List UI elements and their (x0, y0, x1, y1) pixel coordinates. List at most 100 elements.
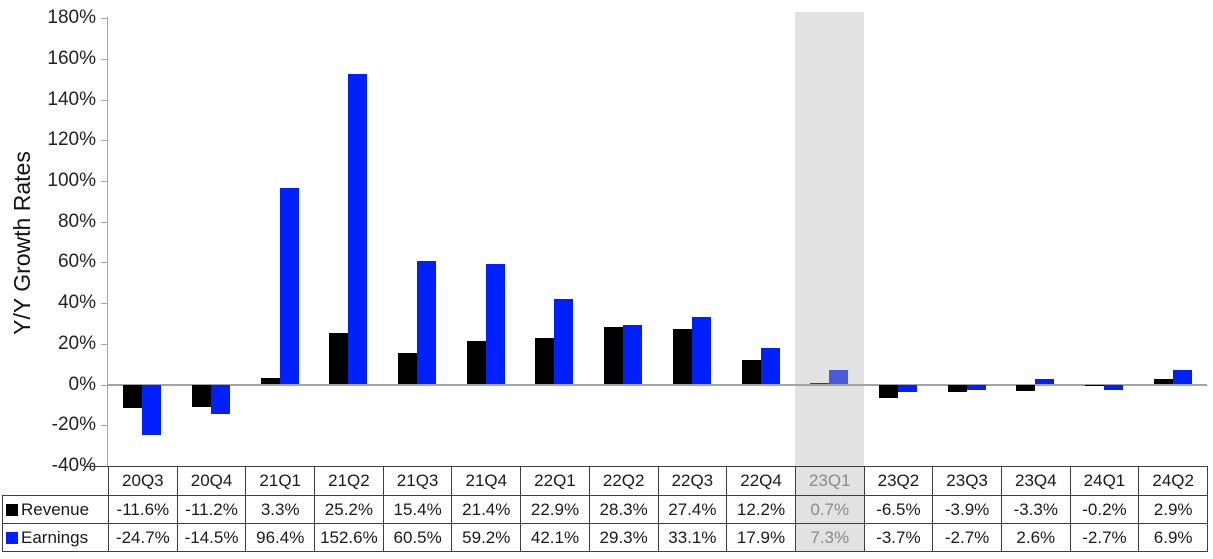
earnings-cell-21Q4: 59.2% (451, 523, 522, 552)
earnings-cell-24Q1: -2.7% (1069, 523, 1140, 552)
quarter-header-21Q4: 21Q4 (451, 466, 522, 496)
y-tick-mark (101, 181, 108, 182)
y-tick-label: 100% (47, 170, 96, 191)
revenue-cell-21Q3: 15.4% (382, 495, 453, 524)
y-tick-mark (101, 262, 108, 264)
bar-revenue-20Q4 (192, 384, 212, 408)
y-tick-mark (101, 221, 108, 223)
quarter-header-23Q2: 23Q2 (863, 466, 934, 496)
y-tick-label: 160% (47, 47, 96, 69)
earnings-cell-21Q3: 60.5% (382, 523, 453, 552)
bar-earnings-24Q2 (1172, 370, 1192, 385)
earnings-cell-23Q1: 7.3% (794, 523, 865, 552)
earnings-cell-20Q4: -14.5% (176, 523, 247, 552)
y-tick-mark (101, 18, 108, 20)
y-tick-mark (101, 343, 108, 345)
revenue-cell-24Q2: 2.9% (1138, 495, 1208, 524)
bar-revenue-23Q3 (947, 384, 967, 393)
revenue-cell-20Q4: -11.2% (176, 495, 247, 524)
revenue-cell-23Q3: -3.9% (932, 495, 1002, 524)
bar-earnings-21Q2 (348, 73, 368, 385)
bar-earnings-23Q4 (1035, 379, 1055, 385)
bar-earnings-21Q1 (279, 188, 299, 385)
bar-earnings-22Q2 (623, 324, 643, 385)
revenue-cell-20Q3: -11.6% (108, 495, 178, 524)
earnings-legend-swatch (6, 531, 18, 544)
revenue-cell-21Q4: 21.4% (451, 495, 522, 524)
y-tick-mark (101, 303, 108, 305)
quarter-header-21Q3: 21Q3 (382, 466, 453, 496)
earnings-cell-23Q2: -3.7% (863, 523, 934, 552)
y-tick-label: 120% (47, 129, 96, 151)
bar-revenue-21Q4 (466, 340, 486, 385)
bar-revenue-23Q2 (878, 384, 898, 398)
y-tick-label: -40% (51, 454, 96, 476)
y-tick-mark (101, 58, 108, 60)
revenue-cell-23Q2: -6.5% (863, 495, 934, 524)
bar-earnings-22Q1 (554, 298, 574, 385)
revenue-cell-23Q4: -3.3% (1000, 495, 1071, 524)
quarter-header-24Q2: 24Q2 (1138, 466, 1208, 496)
table-corner-blank (3, 467, 109, 496)
revenue-cell-24Q1: -0.2% (1069, 495, 1140, 524)
bar-revenue-24Q2 (1153, 378, 1173, 385)
y-tick-label: 40% (57, 292, 96, 314)
y-tick-label: 180% (47, 7, 96, 29)
earnings-cell-22Q3: 33.1% (657, 523, 728, 552)
earnings-legend-label: Earnings (21, 527, 89, 547)
y-tick-mark (101, 425, 108, 427)
earnings-cell-21Q2: 152.6% (314, 523, 384, 552)
revenue-cell-23Q1: 0.7% (794, 495, 865, 524)
quarter-header-20Q4: 20Q4 (176, 466, 247, 496)
revenue-cell-22Q3: 27.4% (657, 495, 728, 524)
bar-revenue-22Q4 (741, 359, 761, 385)
revenue-cell-21Q2: 25.2% (314, 495, 384, 524)
earnings-cell-21Q1: 96.4% (245, 523, 316, 552)
revenue-cell-22Q1: 22.9% (520, 495, 590, 524)
highlight-band-23Q1 (794, 12, 864, 552)
y-tick-label: 140% (47, 88, 96, 110)
bar-earnings-20Q4 (211, 384, 231, 414)
zero-axis-line (108, 383, 1207, 386)
bar-earnings-24Q1 (1103, 384, 1123, 390)
quarter-header-23Q4: 23Q4 (1000, 466, 1071, 496)
earnings-cell-24Q2: 6.9% (1138, 523, 1208, 552)
bar-revenue-22Q2 (604, 326, 624, 385)
bar-earnings-21Q3 (417, 261, 437, 385)
bar-earnings-21Q4 (485, 264, 505, 385)
quarter-header-20Q3: 20Q3 (108, 466, 178, 496)
y-tick-mark (101, 99, 108, 101)
bar-revenue-22Q3 (672, 328, 692, 385)
y-axis-line (107, 17, 108, 467)
bar-revenue-21Q3 (398, 353, 418, 385)
y-tick-mark (101, 384, 108, 386)
bar-earnings-22Q4 (760, 348, 780, 385)
bar-earnings-22Q3 (691, 317, 711, 385)
bar-earnings-23Q2 (897, 384, 917, 393)
y-tick-mark (101, 140, 108, 142)
quarter-header-21Q1: 21Q1 (245, 466, 316, 496)
bar-revenue-24Q1 (1084, 384, 1104, 386)
data-table: 20Q3 20Q4 21Q1 21Q2 21Q3 21Q4 22Q1 22Q2 22Q3 22Q4… (2, 466, 1208, 552)
y-tick-label: 20% (57, 332, 96, 354)
earnings-cell-22Q4: 17.9% (726, 523, 796, 552)
bar-revenue-21Q1 (260, 377, 280, 385)
bar-earnings-23Q3 (966, 384, 986, 390)
revenue-cell-22Q4: 12.2% (726, 495, 796, 524)
revenue-cell-21Q1: 3.3% (245, 495, 316, 524)
quarter-header-23Q3: 23Q3 (932, 466, 1002, 496)
bar-revenue-23Q1 (810, 383, 830, 385)
earnings-cell-23Q4: 2.6% (1000, 523, 1071, 552)
quarter-header-24Q1: 24Q1 (1069, 466, 1140, 496)
quarter-header-22Q4: 22Q4 (726, 466, 796, 496)
y-tick-label: 80% (57, 210, 96, 232)
bar-revenue-21Q2 (329, 333, 349, 385)
bar-revenue-20Q3 (123, 384, 143, 409)
bar-revenue-23Q4 (1016, 384, 1036, 392)
revenue-row-label: Revenue (2, 495, 109, 524)
earnings-cell-23Q3: -2.7% (932, 523, 1002, 552)
earnings-cell-22Q2: 29.3% (588, 523, 659, 552)
quarter-header-23Q1: 23Q1 (794, 466, 865, 496)
quarter-header-22Q1: 22Q1 (520, 466, 590, 496)
